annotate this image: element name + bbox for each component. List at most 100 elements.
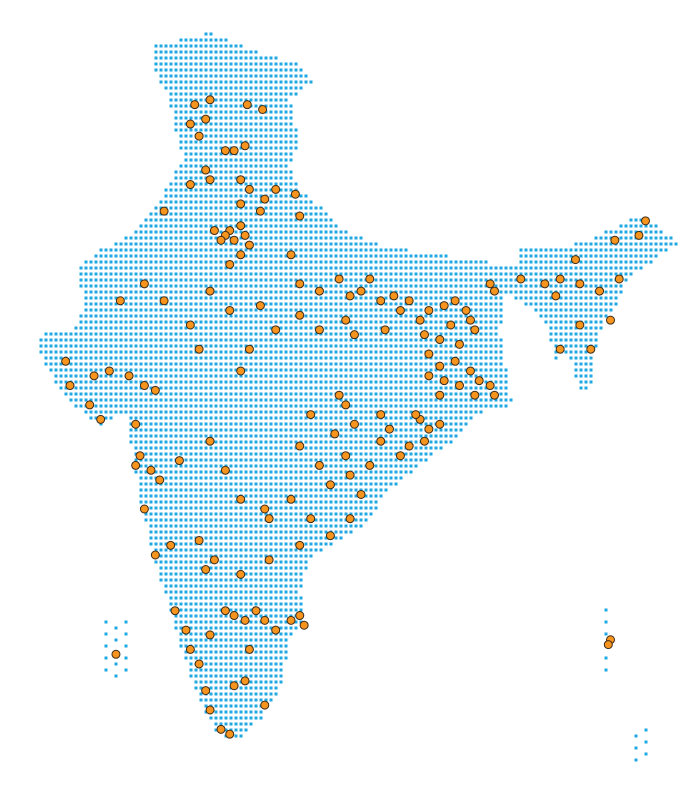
land-dot	[249, 302, 253, 306]
land-dot	[209, 326, 213, 330]
land-dot	[209, 86, 213, 90]
land-dot	[54, 350, 58, 354]
land-dot	[244, 392, 248, 396]
land-dot	[209, 398, 213, 402]
land-dot	[559, 314, 563, 318]
land-dot	[294, 68, 298, 72]
land-dot	[464, 392, 468, 396]
land-dot	[294, 266, 298, 270]
land-dot	[79, 272, 83, 276]
land-dot	[284, 302, 288, 306]
land-dot	[449, 386, 453, 390]
land-dot	[454, 266, 458, 270]
land-dot	[239, 116, 243, 120]
land-dot	[109, 362, 113, 366]
land-dot	[94, 404, 98, 408]
land-dot	[249, 386, 253, 390]
land-dot	[304, 230, 308, 234]
land-dot	[189, 266, 193, 270]
land-dot	[144, 308, 148, 312]
land-dot	[444, 428, 448, 432]
land-dot	[159, 524, 163, 528]
land-dot	[339, 410, 343, 414]
land-dot	[84, 272, 88, 276]
land-dot	[424, 386, 428, 390]
land-dot	[459, 398, 463, 402]
land-dot	[254, 206, 258, 210]
land-dot	[389, 440, 393, 444]
land-dot	[234, 536, 238, 540]
land-dot	[159, 80, 163, 84]
land-dot	[289, 380, 293, 384]
land-dot	[169, 104, 173, 108]
land-dot	[229, 440, 233, 444]
land-dot	[219, 302, 223, 306]
land-dot	[224, 320, 228, 324]
land-dot	[124, 410, 128, 414]
land-dot	[289, 332, 293, 336]
land-dot	[339, 512, 343, 516]
land-dot	[79, 278, 83, 282]
land-dot	[174, 404, 178, 408]
land-dot	[169, 326, 173, 330]
land-dot	[564, 296, 568, 300]
land-dot	[154, 434, 158, 438]
land-dot	[219, 290, 223, 294]
land-dot	[464, 356, 468, 360]
land-dot	[514, 272, 518, 276]
land-dot	[204, 152, 208, 156]
land-dot	[204, 512, 208, 516]
land-dot	[189, 362, 193, 366]
land-dot	[304, 524, 308, 528]
land-dot	[344, 230, 348, 234]
land-dot	[289, 176, 293, 180]
land-dot	[254, 62, 258, 66]
land-dot	[169, 452, 173, 456]
land-dot	[84, 338, 88, 342]
land-dot	[169, 368, 173, 372]
land-dot	[244, 434, 248, 438]
land-dot	[314, 518, 318, 522]
land-dot	[329, 266, 333, 270]
land-dot	[404, 290, 408, 294]
land-dot	[319, 236, 323, 240]
land-dot	[419, 452, 423, 456]
land-dot	[569, 338, 573, 342]
land-dot	[259, 386, 263, 390]
land-dot	[384, 452, 388, 456]
land-dot	[259, 236, 263, 240]
land-dot	[69, 332, 73, 336]
land-dot	[249, 398, 253, 402]
land-dot	[479, 308, 483, 312]
land-dot	[434, 374, 438, 378]
land-dot	[54, 356, 58, 360]
land-dot	[369, 368, 373, 372]
land-dot	[159, 470, 163, 474]
land-dot	[639, 218, 643, 222]
land-dot	[529, 260, 533, 264]
land-dot	[404, 470, 408, 474]
land-dot	[234, 170, 238, 174]
land-dot	[224, 80, 228, 84]
land-dot	[334, 524, 338, 528]
land-dot	[234, 164, 238, 168]
land-dot	[449, 392, 453, 396]
land-dot	[619, 248, 623, 252]
land-dot	[274, 158, 278, 162]
land-dot	[174, 254, 178, 258]
land-dot	[294, 434, 298, 438]
land-dot	[124, 272, 128, 276]
land-dot	[449, 428, 453, 432]
land-dot	[159, 314, 163, 318]
land-dot	[424, 410, 428, 414]
land-dot	[194, 302, 198, 306]
land-dot	[464, 422, 468, 426]
land-dot	[409, 326, 413, 330]
land-dot	[119, 290, 123, 294]
land-dot	[464, 350, 468, 354]
land-dot	[204, 470, 208, 474]
land-dot	[269, 482, 273, 486]
land-dot	[224, 212, 228, 216]
land-dot	[169, 422, 173, 426]
land-dot	[459, 332, 463, 336]
